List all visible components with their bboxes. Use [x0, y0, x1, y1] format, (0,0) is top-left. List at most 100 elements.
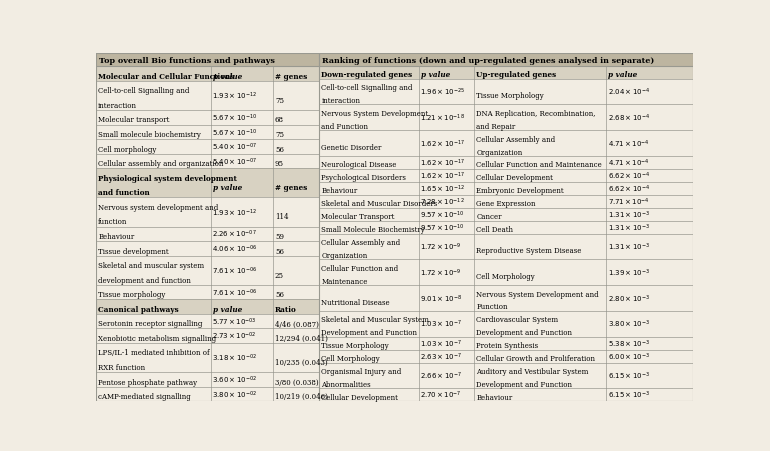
- Text: 59: 59: [275, 232, 284, 240]
- Text: $4.71\times10^{-4}$: $4.71\times10^{-4}$: [608, 157, 649, 169]
- Text: $2.26\times10^{-07}$: $2.26\times10^{-07}$: [213, 229, 257, 240]
- Text: Cell Morphology: Cell Morphology: [477, 272, 535, 281]
- Text: $7.61\times10^{-06}$: $7.61\times10^{-06}$: [213, 287, 258, 298]
- Text: Cellular Function and Maintenance: Cellular Function and Maintenance: [477, 161, 602, 169]
- Text: LPS/IL-1 mediated inhibition of: LPS/IL-1 mediated inhibition of: [99, 349, 209, 357]
- Text: Ratio: Ratio: [275, 305, 296, 313]
- Text: $5.38\times10^{-3}$: $5.38\times10^{-3}$: [608, 338, 650, 349]
- Text: 75: 75: [275, 97, 284, 105]
- Text: $6.62\times10^{-4}$: $6.62\times10^{-4}$: [608, 170, 650, 182]
- Bar: [96, 329, 320, 343]
- Text: Xenobiotic metabolism signalling: Xenobiotic metabolism signalling: [99, 334, 216, 342]
- Text: Protein Synthesis: Protein Synthesis: [477, 341, 538, 350]
- Text: Cancer: Cancer: [477, 212, 502, 221]
- Text: Psychological Disorders: Psychological Disorders: [321, 174, 407, 182]
- Text: Cellular Assembly and: Cellular Assembly and: [321, 239, 400, 246]
- Text: Nervous System Development: Nervous System Development: [321, 110, 429, 118]
- Text: Behaviour: Behaviour: [99, 232, 135, 240]
- Bar: [96, 125, 320, 140]
- Text: and Function: and Function: [321, 123, 368, 130]
- Text: Tissue morphology: Tissue morphology: [99, 290, 166, 299]
- Text: and function: and function: [99, 189, 150, 197]
- Text: Genetic Disorder: Genetic Disorder: [321, 144, 382, 152]
- Bar: [320, 208, 693, 221]
- Text: $9.01\times10^{-8}$: $9.01\times10^{-8}$: [420, 293, 462, 304]
- Text: Neurological Disease: Neurological Disease: [321, 161, 397, 169]
- Text: Down-regulated genes: Down-regulated genes: [321, 71, 413, 79]
- Text: cAMP-mediated signalling: cAMP-mediated signalling: [99, 392, 191, 400]
- Text: $3.60\times10^{-02}$: $3.60\times10^{-02}$: [213, 374, 257, 385]
- Text: $9.57\times10^{-10}$: $9.57\times10^{-10}$: [420, 209, 465, 221]
- Bar: [320, 260, 693, 285]
- Text: $1.62\times10^{-17}$: $1.62\times10^{-17}$: [420, 138, 465, 149]
- Text: $1.93\times10^{-12}$: $1.93\times10^{-12}$: [213, 91, 257, 102]
- Text: $3.80\times10^{-02}$: $3.80\times10^{-02}$: [213, 388, 257, 400]
- Text: Physiological system development: Physiological system development: [99, 175, 237, 182]
- Text: Organization: Organization: [321, 251, 367, 259]
- Text: Organismal Injury and: Organismal Injury and: [321, 367, 402, 375]
- Text: 114: 114: [275, 213, 289, 221]
- Text: Cellular Growth and Proliferation: Cellular Growth and Proliferation: [477, 354, 595, 362]
- Bar: [320, 337, 693, 350]
- Text: $3.80\times10^{-3}$: $3.80\times10^{-3}$: [608, 318, 650, 330]
- Text: 56: 56: [275, 145, 284, 153]
- Bar: [96, 299, 320, 314]
- Text: Cell Death: Cell Death: [477, 226, 514, 234]
- Text: $2.04\times10^{-4}$: $2.04\times10^{-4}$: [608, 87, 650, 98]
- Text: $1.72\times10^{-9}$: $1.72\times10^{-9}$: [420, 241, 462, 253]
- Text: DNA Replication, Recombination,: DNA Replication, Recombination,: [477, 110, 596, 118]
- Bar: [320, 105, 693, 131]
- Text: Nutritional Disease: Nutritional Disease: [321, 298, 390, 306]
- Bar: [96, 227, 320, 242]
- Text: $2.68\times10^{-4}$: $2.68\times10^{-4}$: [608, 112, 650, 124]
- Text: $1.31\times10^{-3}$: $1.31\times10^{-3}$: [608, 209, 650, 221]
- Text: 3/80 (0.038): 3/80 (0.038): [275, 378, 319, 386]
- Text: Skeletal and Muscular Disorders: Skeletal and Muscular Disorders: [321, 200, 437, 208]
- Bar: [320, 311, 693, 337]
- Text: p value: p value: [213, 305, 242, 313]
- Bar: [320, 221, 693, 234]
- Text: $5.77\times10^{-03}$: $5.77\times10^{-03}$: [213, 316, 257, 327]
- Text: p value: p value: [213, 184, 242, 192]
- Text: Abnormalities: Abnormalities: [321, 380, 371, 388]
- Text: $6.62\times10^{-4}$: $6.62\times10^{-4}$: [608, 183, 650, 194]
- Bar: [96, 343, 320, 373]
- Bar: [96, 387, 320, 401]
- Text: $7.28\times10^{-12}$: $7.28\times10^{-12}$: [420, 196, 465, 207]
- Text: 25: 25: [275, 271, 284, 279]
- Text: Development and Function: Development and Function: [477, 328, 572, 336]
- Bar: [96, 314, 320, 329]
- Text: Cellular Development: Cellular Development: [477, 174, 554, 182]
- Text: $9.57\times10^{-10}$: $9.57\times10^{-10}$: [420, 222, 465, 233]
- Text: $4.71\times10^{-4}$: $4.71\times10^{-4}$: [608, 138, 649, 149]
- Bar: [96, 169, 320, 198]
- Text: and Repair: and Repair: [477, 123, 516, 130]
- Text: $3.18\times10^{-02}$: $3.18\times10^{-02}$: [213, 352, 257, 364]
- Bar: [96, 154, 320, 169]
- Text: 56: 56: [275, 290, 284, 299]
- Text: Canonical pathways: Canonical pathways: [99, 305, 179, 313]
- Text: $1.31\times10^{-3}$: $1.31\times10^{-3}$: [608, 241, 650, 253]
- Text: $1.62\times10^{-17}$: $1.62\times10^{-17}$: [420, 157, 465, 169]
- Text: p value: p value: [420, 71, 450, 79]
- Text: # genes: # genes: [275, 73, 307, 81]
- Text: Behaviour: Behaviour: [321, 187, 357, 195]
- Text: $5.40\times10^{-07}$: $5.40\times10^{-07}$: [213, 156, 257, 167]
- Text: $4.06\times10^{-06}$: $4.06\times10^{-06}$: [213, 243, 258, 254]
- Text: Top overall Bio functions and pathways: Top overall Bio functions and pathways: [99, 57, 274, 64]
- Text: Behaviour: Behaviour: [477, 393, 513, 401]
- Bar: [320, 388, 693, 401]
- Text: p value: p value: [213, 73, 242, 81]
- Text: RXR function: RXR function: [99, 363, 146, 371]
- Text: Development and Function: Development and Function: [477, 380, 572, 388]
- Text: Skeletal and Muscular System: Skeletal and Muscular System: [321, 316, 429, 324]
- Text: 68: 68: [275, 116, 284, 124]
- Text: Reproductive System Disease: Reproductive System Disease: [477, 247, 582, 255]
- Text: $1.39\times10^{-3}$: $1.39\times10^{-3}$: [608, 267, 650, 278]
- Text: Cell-to-cell Signalling and: Cell-to-cell Signalling and: [99, 87, 189, 95]
- Text: 10/219 (0.046): 10/219 (0.046): [275, 392, 328, 400]
- Text: Molecular and Cellular Functions: Molecular and Cellular Functions: [99, 73, 234, 81]
- Text: Tissue Morphology: Tissue Morphology: [477, 92, 544, 100]
- Text: $6.15\times10^{-3}$: $6.15\times10^{-3}$: [608, 370, 650, 381]
- Text: Maintenance: Maintenance: [321, 277, 368, 285]
